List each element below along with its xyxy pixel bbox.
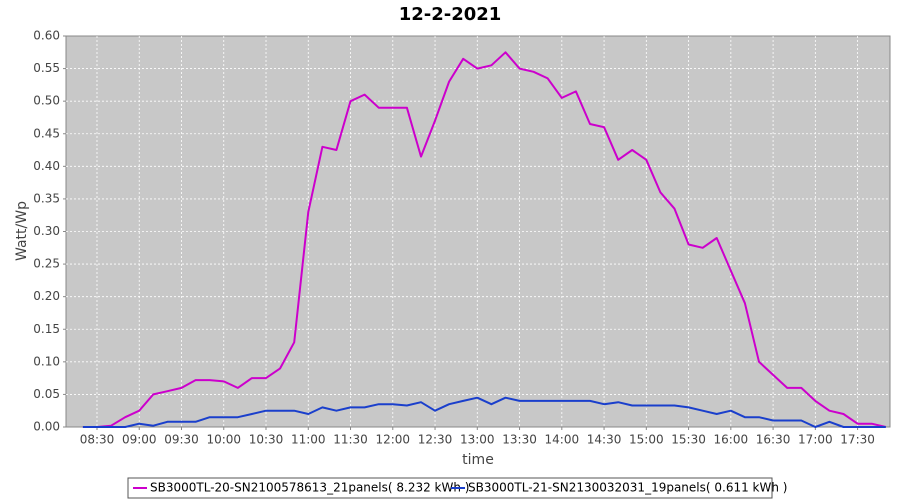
x-tick-label: 10:30 [249,433,284,447]
x-tick-label: 10:00 [206,433,241,447]
y-tick-label: 0.15 [33,322,60,336]
x-tick-label: 15:00 [629,433,664,447]
y-tick-label: 0.00 [33,420,60,434]
y-tick-label: 0.60 [33,29,60,43]
x-tick-label: 12:30 [418,433,453,447]
y-tick-label: 0.10 [33,354,60,368]
x-tick-label: 16:30 [756,433,791,447]
y-tick-label: 0.45 [33,126,60,140]
y-axis-label: Watt/Wp [14,201,30,261]
series-line [82,51,887,428]
x-tick-label: 12:00 [375,433,410,447]
x-tick-label: 13:00 [460,433,495,447]
x-tick-label: 15:30 [671,433,706,447]
legend-box [127,477,773,499]
x-tick-label: 14:30 [587,433,622,447]
y-tick-label: 0.40 [33,159,60,173]
x-tick-label: 11:30 [333,433,368,447]
y-tick-label: 0.55 [33,61,60,75]
x-tick-label: 16:00 [714,433,749,447]
y-tick-label: 0.30 [33,224,60,238]
y-tick-label: 0.20 [33,289,60,303]
x-tick-label: 09:00 [122,433,157,447]
x-tick-label: 09:30 [164,433,199,447]
x-tick-label: 14:00 [545,433,580,447]
x-tick-label: 11:00 [291,433,326,447]
x-tick-label: 17:30 [840,433,875,447]
y-tick-label: 0.05 [33,387,60,401]
x-tick-label: 13:30 [502,433,537,447]
x-tick-label: 08:30 [80,433,115,447]
y-tick-label: 0.50 [33,94,60,108]
x-tick-label: 17:00 [798,433,833,447]
chart-title: 12-2-2021 [399,4,502,25]
legend-label: SB3000TL-21-SN2130032031_19panels( 0.611… [468,481,787,495]
y-tick-label: 0.35 [33,191,60,205]
x-axis-label: time [462,452,494,468]
y-tick-label: 0.25 [33,257,60,271]
series-line [82,396,886,428]
legend-label: SB3000TL-20-SN2100578613_21panels( 8.232… [150,481,469,495]
